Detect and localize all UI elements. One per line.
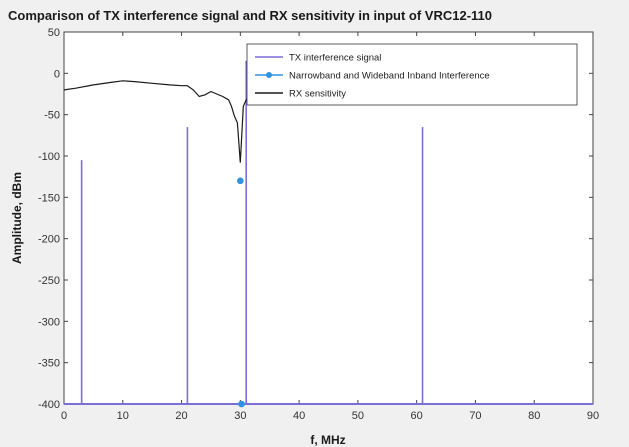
legend-entry-label: RX sensitivity bbox=[289, 89, 346, 100]
y-axis-label: Amplitude, dBm bbox=[10, 172, 24, 264]
x-tick-label: 80 bbox=[528, 410, 540, 422]
y-tick-label: 50 bbox=[48, 27, 60, 39]
legend-entry-label: Narrowband and Wideband Inband Interfere… bbox=[289, 71, 490, 82]
x-tick-label: 90 bbox=[587, 410, 599, 422]
y-tick-label: -100 bbox=[38, 151, 60, 163]
x-tick-label: 40 bbox=[293, 410, 305, 422]
y-tick-label: -300 bbox=[38, 316, 60, 328]
x-tick-label: 70 bbox=[469, 410, 481, 422]
x-axis-label: f, MHz bbox=[310, 433, 345, 447]
legend-entry-label: TX interference signal bbox=[289, 53, 381, 64]
chart-title: Comparison of TX interference signal and… bbox=[8, 8, 492, 23]
x-tick-label: 20 bbox=[175, 410, 187, 422]
x-tick-label: 30 bbox=[234, 410, 246, 422]
x-tick-label: 0 bbox=[61, 410, 67, 422]
inband-interference-point bbox=[237, 177, 244, 185]
y-tick-label: -250 bbox=[38, 275, 60, 287]
legend-box bbox=[246, 43, 578, 106]
x-tick-label: 60 bbox=[411, 410, 423, 422]
rx-sensitivity-line bbox=[63, 80, 250, 163]
y-tick-label: -150 bbox=[38, 192, 60, 204]
inband-interference-point bbox=[238, 400, 245, 408]
x-tick-label: 50 bbox=[352, 410, 364, 422]
legend: TX interference signal Narrowband and Wid… bbox=[246, 43, 578, 106]
series-layer bbox=[63, 60, 593, 408]
y-tick-label: -400 bbox=[38, 399, 60, 411]
y-tick-label: -50 bbox=[44, 110, 60, 122]
y-tick-label: -350 bbox=[38, 358, 60, 370]
legend-marker bbox=[266, 72, 272, 78]
y-tick-label: -200 bbox=[38, 234, 60, 246]
axis-ticks: 0 10 20 30 40 50 60 70 80 90 50 0 -50 -100 -150 -200 -25… bbox=[38, 27, 599, 422]
y-tick-label: 0 bbox=[54, 68, 60, 80]
x-tick-label: 10 bbox=[117, 410, 129, 422]
